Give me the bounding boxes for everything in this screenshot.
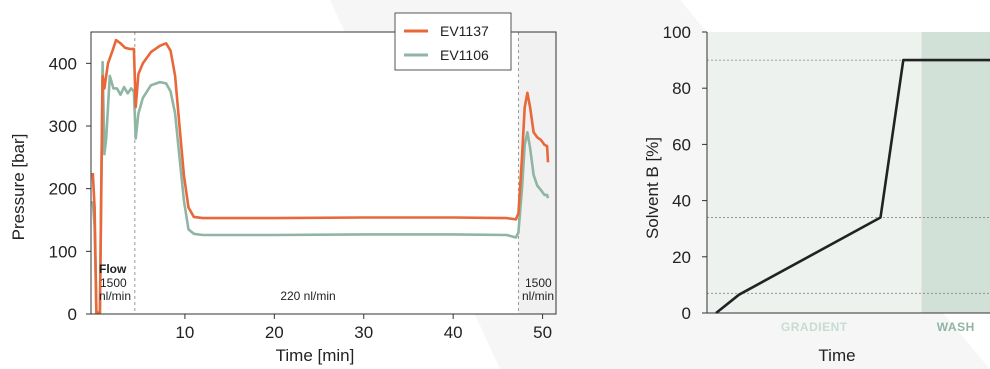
pressure-x-tick-label: 30 bbox=[354, 323, 373, 342]
pressure-y-tick-label: 300 bbox=[49, 117, 77, 136]
pressure-plot-area bbox=[91, 32, 556, 314]
flow-label: Flow bbox=[99, 262, 127, 276]
solvent-x-axis-label: Time bbox=[818, 346, 855, 365]
pressure-chart: 10 20 30 40 50 0 100 200 300 400 Pressure [bar] T… bbox=[9, 12, 557, 365]
right-flow-rate: 1500 bbox=[525, 276, 552, 290]
pressure-x-tick-label: 40 bbox=[444, 323, 463, 342]
gradient-phase-label: GRADIENT bbox=[781, 320, 848, 334]
middle-flow-rate: 220 nl/min bbox=[280, 289, 335, 303]
solvent-y-tick-label: 60 bbox=[672, 135, 691, 154]
solvent-y-axis-label: Solvent B [%] bbox=[643, 137, 662, 239]
pressure-x-tick-label: 50 bbox=[533, 323, 552, 342]
pressure-y-tick-label: 0 bbox=[68, 305, 77, 324]
solvent-y-tick-label: 20 bbox=[672, 248, 691, 267]
pressure-y-tick-label: 200 bbox=[49, 180, 77, 199]
pressure-x-tick-label: 10 bbox=[175, 323, 194, 342]
wash-phase-label: WASH bbox=[937, 320, 975, 334]
pressure-y-tick-label: 100 bbox=[49, 242, 77, 261]
series-line-ev1137 bbox=[91, 38, 550, 314]
solvent-chart: 0 20 40 60 80 100 GRADIENT WASH Solvent B [%]… bbox=[643, 23, 990, 365]
solvent-gradient-line bbox=[715, 58, 990, 315]
right-flow-unit: nl/min bbox=[522, 289, 554, 303]
legend-label-ev1137: EV1137 bbox=[440, 23, 489, 39]
legend-label-ev1106: EV1106 bbox=[440, 47, 489, 63]
solvent-y-tick-label: 0 bbox=[682, 304, 691, 323]
left-flow-rate: 1500 bbox=[100, 276, 127, 290]
wash-shade-region bbox=[518, 32, 556, 314]
wash-phase-region bbox=[921, 32, 990, 313]
left-flow-unit: nl/min bbox=[99, 289, 131, 303]
pressure-y-axis-label: Pressure [bar] bbox=[9, 134, 28, 241]
pressure-x-tick-label: 20 bbox=[265, 323, 284, 342]
gradient-phase-region bbox=[707, 32, 922, 313]
solvent-y-tick-label: 80 bbox=[672, 79, 691, 98]
series-line-ev1106 bbox=[91, 60, 550, 314]
solvent-y-tick-label: 100 bbox=[663, 23, 691, 42]
legend: EV1137 EV1106 bbox=[394, 12, 512, 71]
solvent-y-tick-label: 40 bbox=[672, 192, 691, 211]
pressure-y-tick-label: 400 bbox=[49, 54, 77, 73]
legend-box bbox=[394, 12, 512, 71]
pressure-x-axis-label: Time [min] bbox=[276, 346, 355, 365]
pressure-plot-frame bbox=[90, 31, 557, 315]
